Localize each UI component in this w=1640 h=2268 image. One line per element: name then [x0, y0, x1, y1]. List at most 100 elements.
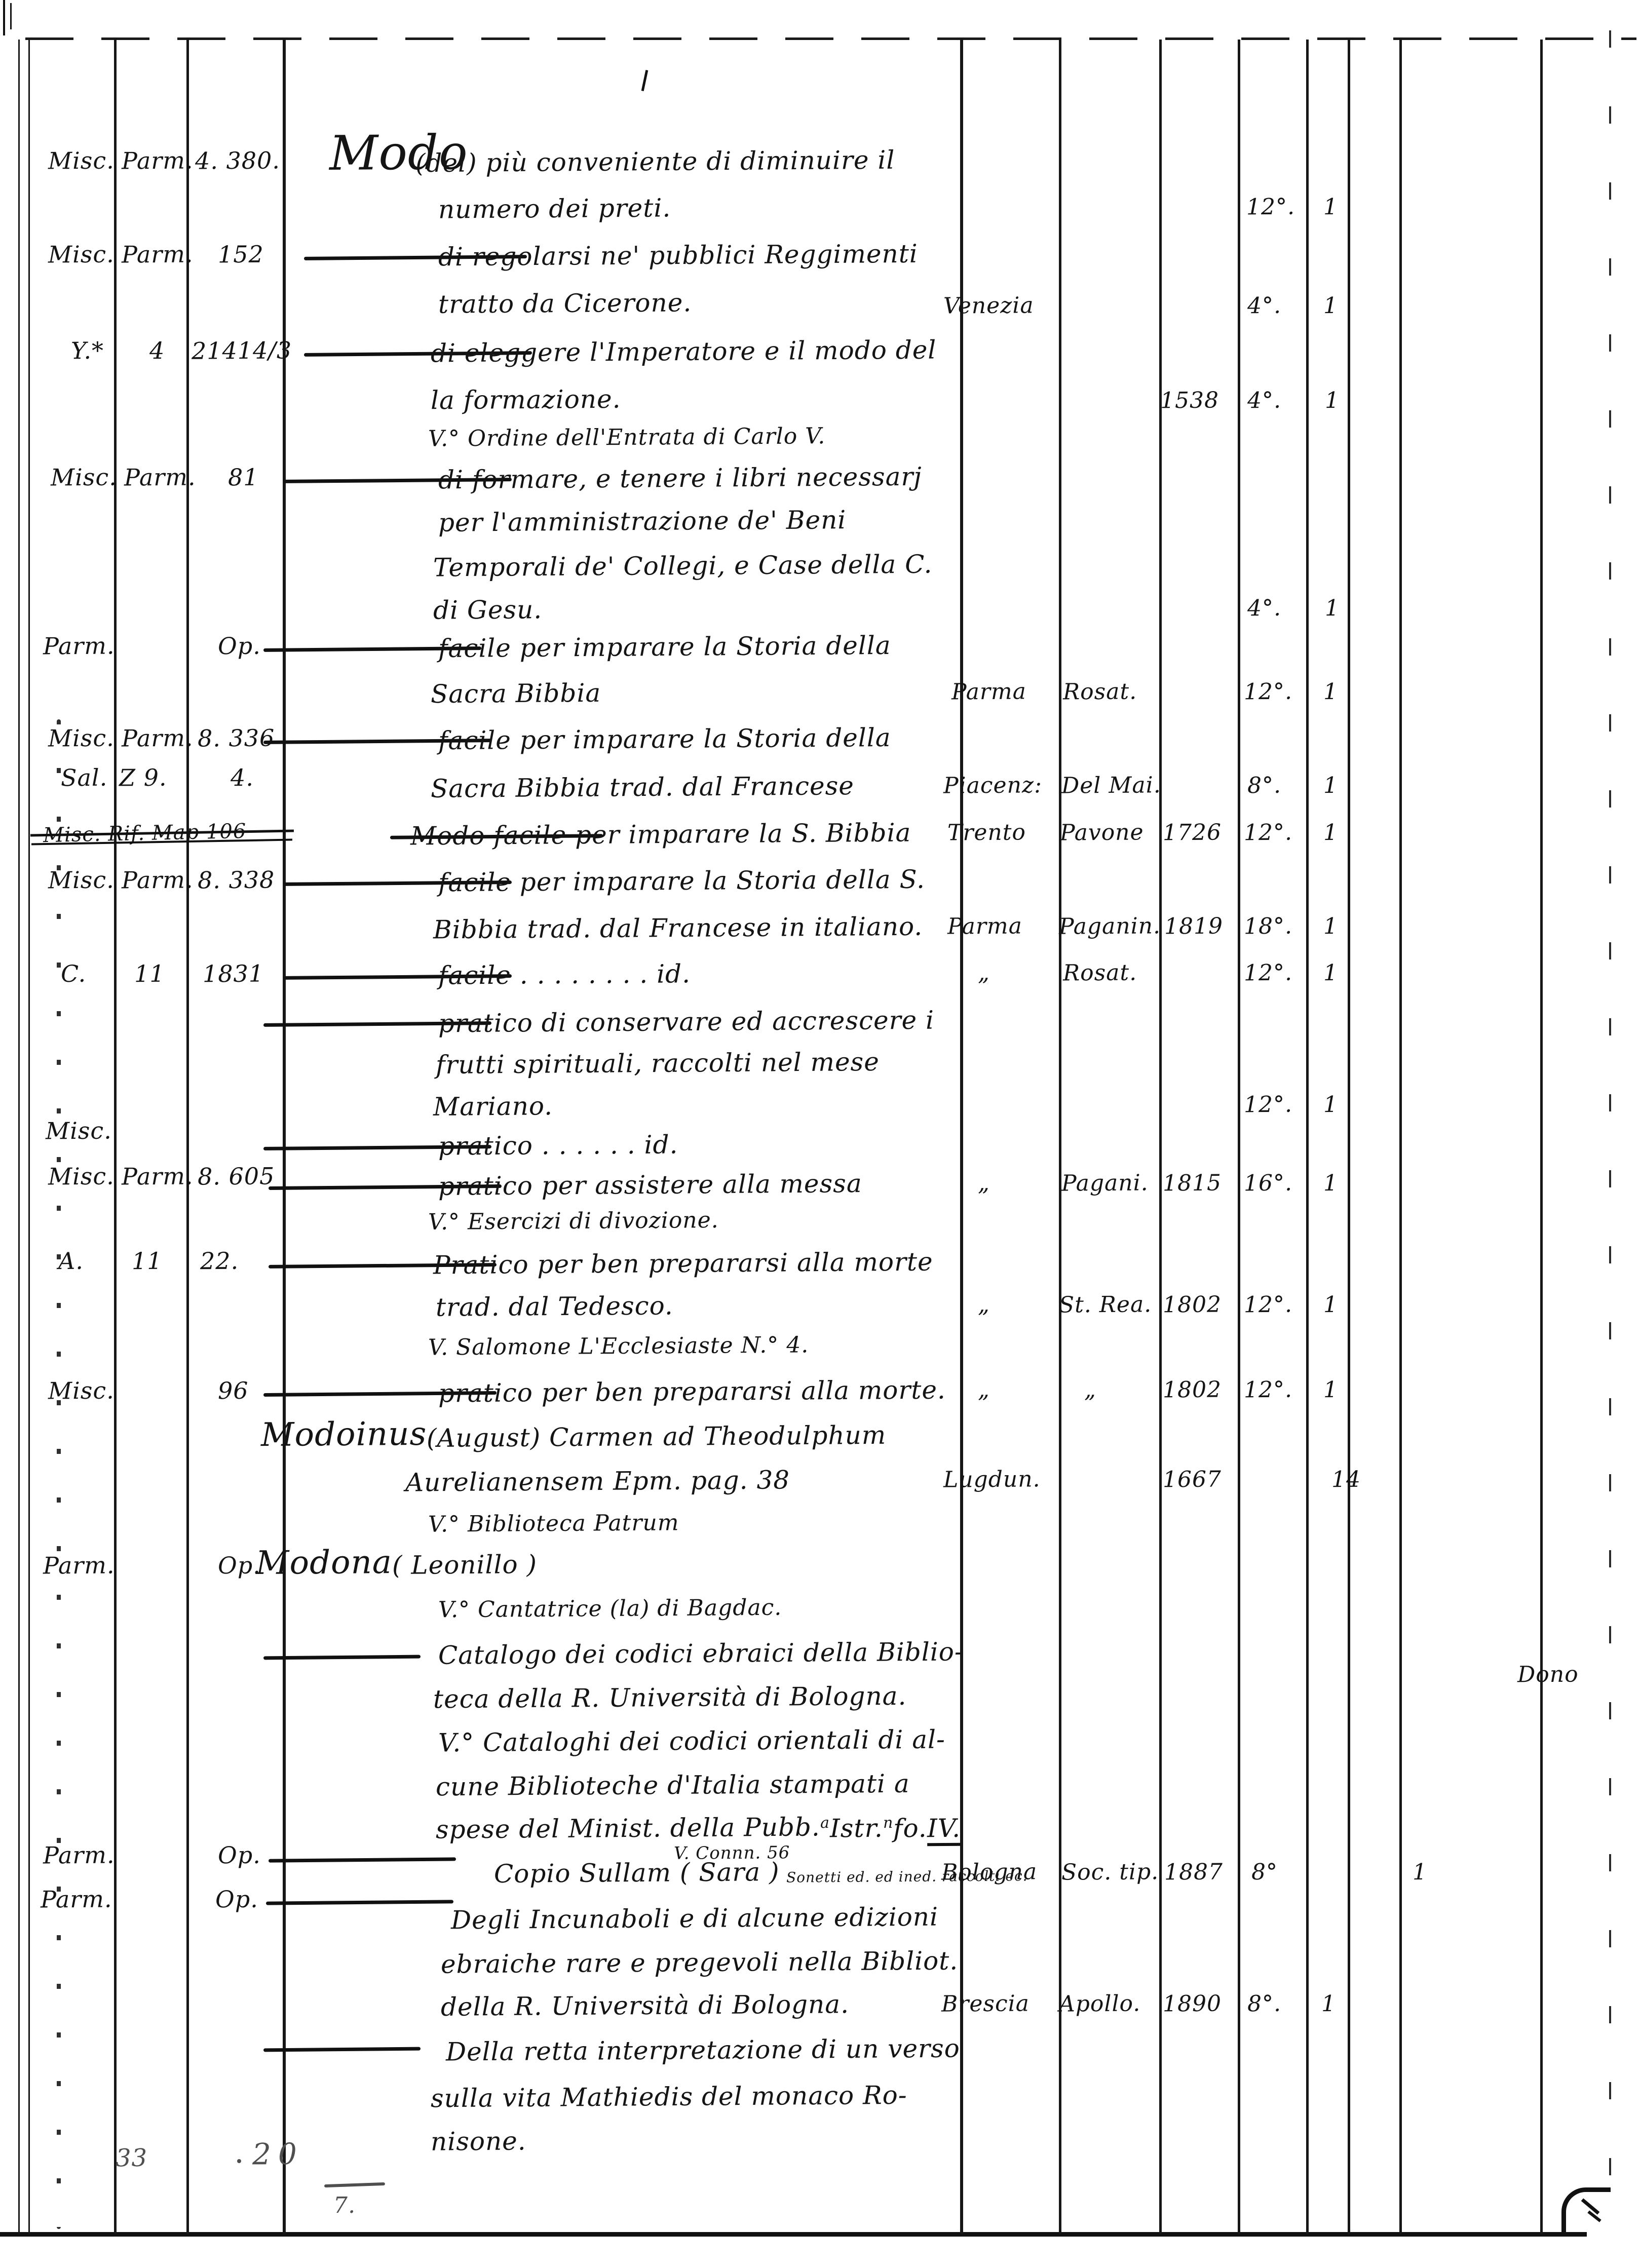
entry-line: frutti spirituali, raccolti nel mese: [435, 1047, 880, 1080]
entry-line-reference: V.° Esercizi di divozione.: [428, 1207, 719, 1236]
place-ditto-cell: „: [977, 1291, 990, 1318]
bottom-rule: [0, 2232, 1587, 2237]
sigla-cell: Misc.: [48, 1162, 115, 1190]
publisher-cell: Del Mai.: [1061, 772, 1161, 799]
publisher-cell: Pavone: [1059, 819, 1144, 846]
headword-modona: Modona: [255, 1544, 393, 1582]
scan-edge-tick-2: [10, 3, 12, 29]
place-cell: Lugdun.: [943, 1466, 1041, 1493]
left-edge-rule-inner: [28, 40, 30, 2234]
copies-cell: 1: [1323, 1170, 1339, 1197]
donation-note: Dono: [1517, 1661, 1579, 1688]
column-rule-3: [283, 40, 286, 2234]
copies-cell: 1: [1323, 1091, 1339, 1118]
format-cell: 16°.: [1243, 1170, 1293, 1197]
sigla-cell: Misc.: [48, 866, 115, 894]
corner-bracket-mark: [1561, 2187, 1611, 2237]
entry-line: di Gesu.: [433, 595, 543, 625]
copies-cell: 1: [1321, 1990, 1337, 2017]
entry-line: Aurelianensem Epm. pag. 38: [405, 1465, 790, 1497]
entry-line: pratico . . . . . . id.: [438, 1130, 678, 1161]
publisher-cell: St. Rea.: [1058, 1291, 1152, 1318]
sigla-cell: 4: [149, 336, 165, 365]
year-cell: 1815: [1162, 1170, 1222, 1197]
publisher-cell: Rosat.: [1062, 678, 1137, 705]
format-cell: 4°.: [1247, 387, 1282, 414]
entry-line: Pratico per ben prepararsi alla morte: [433, 1247, 933, 1280]
copies-cell: 1: [1323, 959, 1339, 986]
entry-line-fragment: Istr.: [829, 1813, 883, 1843]
copies-cell: 1: [1324, 595, 1340, 622]
pencil-number-center: 20: [252, 2136, 304, 2172]
place-ditto-cell: „: [977, 959, 990, 986]
sigla-cell: 11: [131, 1247, 163, 1275]
entry-line: sulla vita Mathiedis del monaco Ro-: [430, 2080, 907, 2113]
entry-line: di formare, e tenere i libri necessarj: [438, 462, 923, 495]
entry-line: per l'amministrazione de' Beni: [438, 505, 847, 537]
entry-line: pratico per ben prepararsi alla morte.: [438, 1375, 946, 1408]
publisher-cell: Rosat.: [1062, 959, 1137, 986]
sigla-cell: Parm.: [43, 632, 115, 660]
entry-line-reference: V. Salomone L'Ecclesiaste N.° 4.: [428, 1332, 809, 1361]
year-cell: 1802: [1162, 1291, 1222, 1318]
sigla-cell: 22.: [200, 1247, 239, 1275]
sigla-cell: 152: [217, 240, 264, 268]
format-cell: 12°.: [1243, 959, 1293, 986]
column-rule-extra-2: [1540, 40, 1543, 2234]
format-cell: 4°.: [1247, 595, 1282, 622]
sigla-cell: Op.: [217, 632, 261, 660]
column-rule-1: [114, 40, 117, 2234]
underlined-folio: IV.: [927, 1813, 961, 1847]
sigla-cell: Op.: [217, 1551, 261, 1580]
entry-line: (August) Carmen ad Theodulphum: [427, 1420, 887, 1453]
sigla-cell: Parm.: [121, 724, 194, 752]
sigla-cell: Op.: [215, 1885, 258, 1913]
top-rule-dashed: [25, 37, 1636, 40]
entry-line: Temporali de' Collegi, e Case della C.: [433, 549, 933, 583]
entry-line: la formazione.: [430, 384, 621, 415]
entry-line: numero dei preti.: [438, 193, 671, 224]
format-cell: 8°: [1251, 1859, 1278, 1886]
copies-cell: 1: [1323, 292, 1339, 319]
headword-modoinus: Modoinus: [260, 1415, 427, 1454]
copies-cell: 1: [1323, 194, 1339, 220]
entry-line: facile per imparare la Storia della S.: [438, 864, 926, 898]
entry-line: trad. dal Tedesco.: [435, 1291, 673, 1322]
entry-line: ( Leonillo ): [392, 1550, 538, 1580]
column-rule-extra-1: [1399, 40, 1402, 2234]
copies-cell: 14: [1331, 1466, 1361, 1493]
superscript: n: [883, 1814, 893, 1832]
right-edge-rule-dashed: [1609, 30, 1611, 2234]
publisher-cell: Paganin.: [1058, 913, 1161, 940]
publisher-cell: Apollo.: [1058, 1990, 1141, 2017]
column-rule-year-end: [1238, 40, 1240, 2234]
sigla-cell: 4.: [230, 763, 254, 792]
entry-line-with-superscripts: spese del Minist. della Pubb. a Istr. n …: [436, 1812, 961, 1847]
year-cell: 1667: [1162, 1466, 1222, 1493]
entry-line: (del) più conveniente di diminuire il: [415, 145, 895, 178]
entry-line: facile per imparare la Storia della: [438, 630, 891, 664]
year-cell: 1726: [1162, 819, 1222, 846]
year-cell: 1802: [1162, 1376, 1222, 1403]
sigla-cell: 8. 605: [197, 1162, 275, 1190]
entry-line-reference: V.° Biblioteca Patrum: [428, 1510, 679, 1537]
year-cell: 1890: [1162, 1990, 1222, 2017]
column-rule-place-end: [1059, 40, 1061, 2234]
ditto-dash: [265, 1900, 454, 1905]
sigla-cell: A.: [58, 1247, 84, 1275]
pencil-dot: [237, 2159, 241, 2163]
format-cell: 12°.: [1243, 1291, 1293, 1318]
binding-dots: [57, 719, 61, 2229]
format-cell: 12°.: [1243, 819, 1293, 846]
sigla-cell: 4. 380.: [195, 146, 281, 175]
copies-cell: 1: [1324, 387, 1340, 414]
headword-modoinus-line: Modoinus (August) Carmen ad Theodulphum: [260, 1415, 887, 1454]
left-edge-rule-outer: [18, 40, 20, 2234]
sigla-cell: 11: [134, 959, 165, 988]
place-ditto-cell: „: [977, 1376, 990, 1403]
entry-line: Copio Sullam ( Sara ): [493, 1857, 780, 1889]
place-cell: Parma: [947, 913, 1023, 940]
copies-cell: 1: [1323, 772, 1339, 799]
sigla-cell: Parm.: [43, 1841, 115, 1869]
